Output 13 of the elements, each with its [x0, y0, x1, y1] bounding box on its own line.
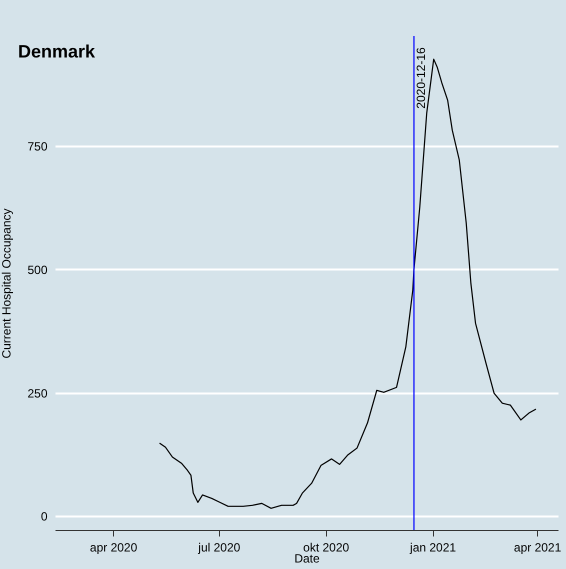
x-tick-label: jan 2021	[409, 540, 456, 554]
y-tick-label: 0	[40, 510, 48, 524]
y-axis-title: Current Hospital Occupancy	[0, 208, 14, 359]
y-tick-label: 750	[27, 140, 48, 154]
x-tick-label: jul 2020	[197, 540, 241, 554]
ref-line-label: 2020-12-16	[414, 46, 428, 109]
x-axis-title: Date	[294, 552, 320, 566]
x-tick-label: okt 2020	[303, 540, 350, 554]
x-tick-label: apr 2021	[514, 540, 562, 554]
y-tick-label: 250	[27, 386, 48, 400]
chart-title: Denmark	[18, 41, 96, 62]
y-tick-label: 500	[27, 262, 48, 277]
x-tick-label: apr 2020	[90, 540, 138, 554]
